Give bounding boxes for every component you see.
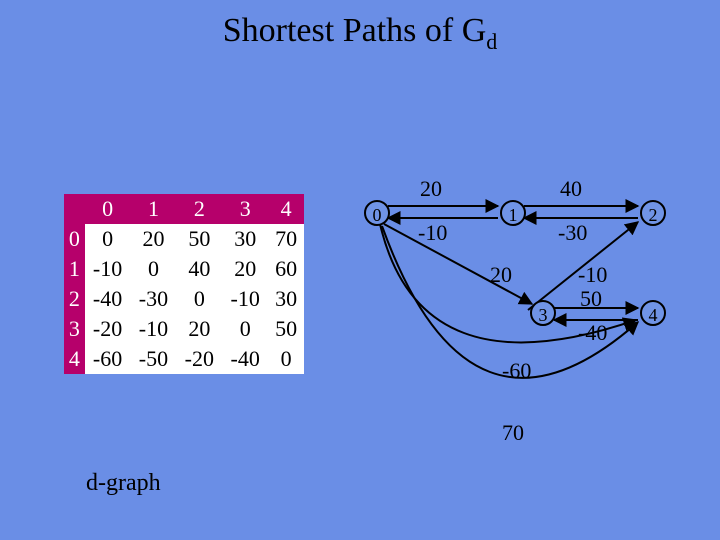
table-cell: 70 <box>268 224 304 254</box>
distance-table: 01234 00205030701-1004020602-40-300-1030… <box>64 194 304 374</box>
edge-label: 20 <box>490 262 512 288</box>
table-cell: 3 <box>64 314 85 344</box>
table-cell: 0 <box>268 344 304 374</box>
title-main: Shortest Paths of G <box>223 12 487 49</box>
table-cell: -40 <box>85 284 131 314</box>
table-cell: 60 <box>268 254 304 284</box>
table-header-cell: 3 <box>222 194 268 224</box>
table-cell: -20 <box>85 314 131 344</box>
table-row: 2-40-300-1030 <box>64 284 304 314</box>
table-cell: 4 <box>64 344 85 374</box>
table-cell: 20 <box>131 224 177 254</box>
table-header-cell: 0 <box>85 194 131 224</box>
table-row: 3-20-1020050 <box>64 314 304 344</box>
edge-label: -30 <box>558 220 587 246</box>
table-header-cell: 2 <box>176 194 222 224</box>
table-cell: -40 <box>222 344 268 374</box>
edge-label: -10 <box>418 220 447 246</box>
graph-node-2: 2 <box>640 200 666 226</box>
edge-label: -40 <box>578 320 607 346</box>
graph-node-4: 4 <box>640 300 666 326</box>
edge-label: -60 <box>502 358 531 384</box>
table-cell: -10 <box>85 254 131 284</box>
table-cell: 0 <box>222 314 268 344</box>
table-header-cell: 4 <box>268 194 304 224</box>
table-header-row: 01234 <box>64 194 304 224</box>
table-row: 0020503070 <box>64 224 304 254</box>
table-cell: 2 <box>64 284 85 314</box>
table-cell: 30 <box>268 284 304 314</box>
table-cell: 50 <box>176 224 222 254</box>
table-header-cell <box>64 194 85 224</box>
table-cell: 50 <box>268 314 304 344</box>
table-cell: 30 <box>222 224 268 254</box>
edge-label: -10 <box>578 262 607 288</box>
table-cell: 0 <box>85 224 131 254</box>
table-header-cell: 1 <box>131 194 177 224</box>
page-title: Shortest Paths of Gd <box>0 12 720 55</box>
graph-node-3: 3 <box>530 300 556 326</box>
table-body: 00205030701-1004020602-40-300-10303-20-1… <box>64 224 304 374</box>
edge-label: 20 <box>420 176 442 202</box>
table-caption: d-graph <box>86 470 161 497</box>
table-row: 1-100402060 <box>64 254 304 284</box>
graph-node-0: 0 <box>364 200 390 226</box>
table-cell: 20 <box>176 314 222 344</box>
table-cell: -50 <box>131 344 177 374</box>
table-cell: -10 <box>131 314 177 344</box>
table-row: 4-60-50-20-400 <box>64 344 304 374</box>
edge-label: 50 <box>580 286 602 312</box>
table-cell: 1 <box>64 254 85 284</box>
table-cell: 0 <box>64 224 85 254</box>
title-sub: d <box>486 29 497 54</box>
graph-diagram: 0123420-1040-3020-1050-40-6070 <box>340 170 700 490</box>
table-cell: -60 <box>85 344 131 374</box>
table-cell: 0 <box>176 284 222 314</box>
table-cell: -20 <box>176 344 222 374</box>
table-cell: 40 <box>176 254 222 284</box>
table-cell: -10 <box>222 284 268 314</box>
table-cell: 20 <box>222 254 268 284</box>
graph-node-1: 1 <box>500 200 526 226</box>
table-cell: 0 <box>131 254 177 284</box>
edge-label: 40 <box>560 176 582 202</box>
table-cell: -30 <box>131 284 177 314</box>
edge-label: 70 <box>502 420 524 446</box>
